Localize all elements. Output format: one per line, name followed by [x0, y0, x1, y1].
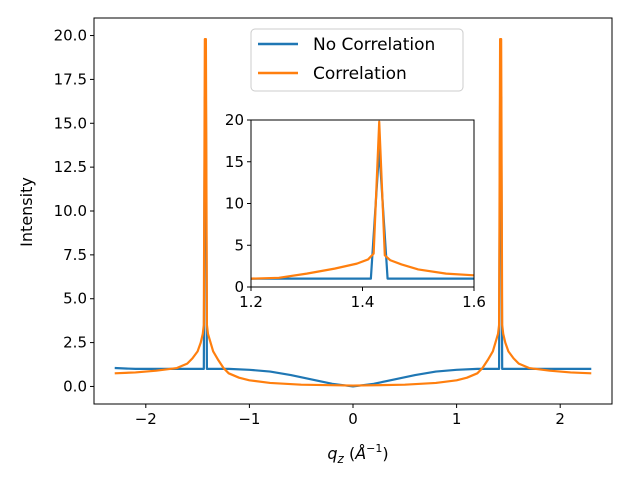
main-y-tick-label: 2.5: [63, 334, 87, 352]
inset-y-tick-label: 10: [225, 195, 244, 213]
legend-label-no-correlation: No Correlation: [313, 35, 435, 55]
inset-plot-background: [251, 120, 474, 287]
inset-y-tick-label: 0: [234, 278, 244, 296]
x-axis-label-unit-exp: −1: [366, 442, 382, 455]
inset-chart: 1.2 1.4 1.6 0 5 10 15 20: [225, 111, 486, 311]
main-x-tick-label: 0: [348, 410, 358, 428]
main-x-tick-label: −2: [135, 410, 157, 428]
x-axis-label: qz (Å−1): [327, 442, 388, 466]
inset-y-tick-label: 15: [225, 153, 244, 171]
legend: No Correlation Correlation: [250, 28, 464, 92]
main-y-tick-label: 15.0: [54, 114, 87, 132]
x-axis-label-main: q: [327, 444, 337, 463]
main-y-tick-label: 17.5: [54, 70, 87, 88]
main-y-tick-label: 12.5: [54, 158, 87, 176]
inset-y-tick-label: 20: [225, 111, 244, 129]
main-series-group: [114, 37, 592, 388]
inset-y-tick-label: 5: [234, 236, 244, 254]
main-x-tick-label: 1: [452, 410, 462, 428]
x-axis-label-unit-close: ): [382, 444, 388, 463]
main-y-tick-label: 0.0: [63, 377, 87, 395]
x-axis-label-sub: z: [337, 452, 345, 466]
inset-x-tick-label: 1.6: [462, 293, 486, 311]
main-y-tick-label: 5.0: [63, 290, 87, 308]
main-y-axis-label: Intensity: [17, 177, 36, 247]
inset-x-tick-label: 1.4: [351, 293, 375, 311]
main-x-tick-label: 2: [555, 410, 565, 428]
main-x-tick-label: −1: [238, 410, 260, 428]
main-y-tick-label: 7.5: [63, 246, 87, 264]
legend-frame: [250, 28, 464, 92]
y-axis-label: Intensity: [17, 177, 36, 247]
main-y-tick-label: 20.0: [54, 27, 87, 45]
legend-label-correlation: Correlation: [313, 64, 407, 84]
main-chart: −2 −1 0 1 20.02.55.07.510.012.515.017.520.0: [54, 17, 613, 428]
inset-x-tick-label: 1.2: [239, 293, 263, 311]
main-series-line-correlation: [114, 37, 592, 387]
x-axis-label-unit-angstrom: Å: [354, 444, 366, 463]
x-axis-label-unit-open: (: [344, 444, 355, 463]
main-y-tick-label: 10.0: [54, 202, 87, 220]
inset-series-line-correlation: [251, 120, 474, 280]
inset-series-group: [251, 120, 474, 280]
